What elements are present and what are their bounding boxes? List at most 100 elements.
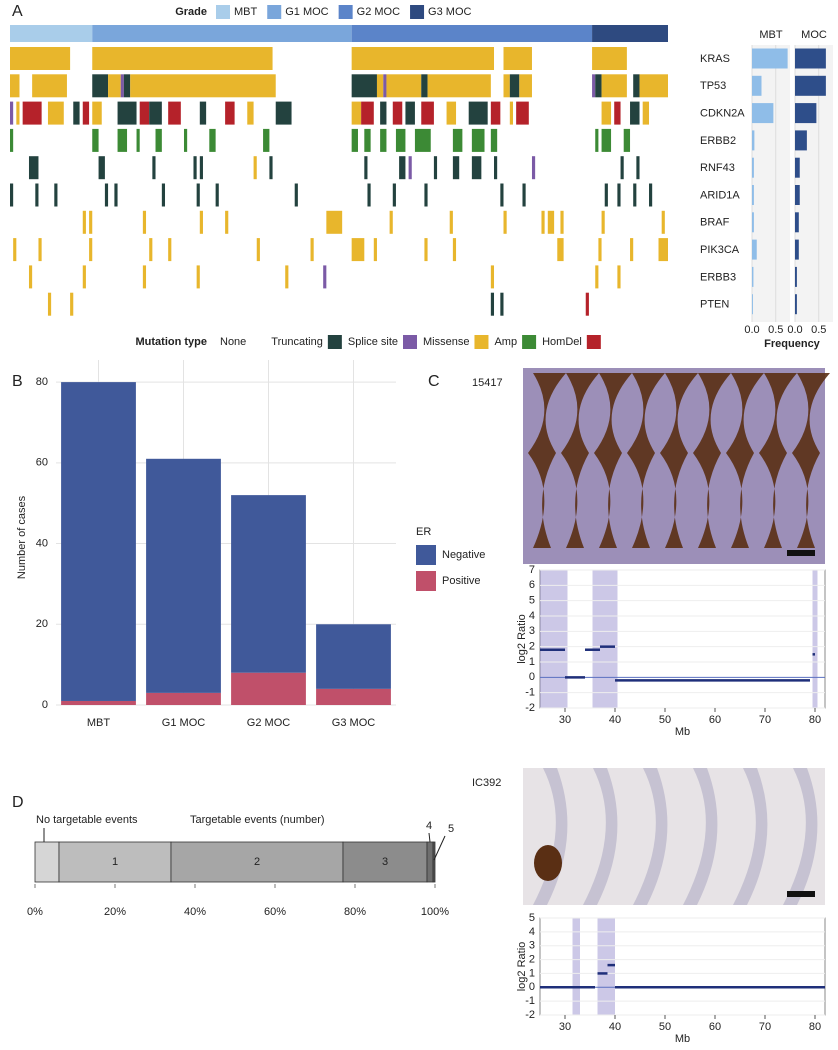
tissue	[683, 768, 718, 905]
bar	[146, 692, 221, 705]
y-tick-label: 2	[529, 953, 535, 965]
mutation-cell	[114, 183, 118, 207]
mutation-cell	[225, 210, 229, 234]
mutation-cell	[500, 183, 504, 207]
mutation-cell	[452, 156, 460, 180]
mutation-cell	[367, 183, 371, 207]
x-tick-label: 40	[609, 1021, 621, 1033]
highlight	[572, 918, 580, 1015]
gene-label: ERBB2	[700, 135, 736, 147]
scale-bar	[787, 891, 815, 897]
x-tick-label: 30	[559, 714, 571, 726]
bar	[61, 382, 136, 701]
mutation-cell	[424, 183, 428, 207]
mutation-cell	[547, 210, 555, 234]
mutation-cell	[92, 128, 99, 152]
freq-bar	[752, 103, 774, 124]
y-tick-label: 5	[529, 912, 535, 924]
y-tick-label: 1	[529, 656, 535, 668]
plot-frame	[539, 917, 826, 1016]
gene-label: CDKN2A	[700, 108, 745, 120]
mutation-cell	[386, 74, 422, 98]
x-tick-label: 40	[609, 714, 621, 726]
legend-swatch	[251, 335, 266, 349]
mutation-cell	[247, 101, 254, 125]
y-axis-title: log2 Ratio	[516, 942, 528, 992]
x-tick-label: 20%	[104, 906, 126, 918]
segment-label: 1	[112, 856, 118, 868]
mutation-cell	[617, 265, 621, 289]
legend-label: G3 MOC	[428, 6, 471, 18]
mutation-cell	[130, 74, 276, 98]
legend-label: Splice site	[348, 336, 398, 348]
mutation-cell	[149, 101, 162, 125]
mutation-cell	[161, 183, 166, 207]
mutation-cell	[196, 183, 200, 207]
y-axis-title: Number of cases	[16, 495, 28, 579]
mutation-cell	[155, 128, 162, 152]
mutation-cell	[117, 101, 137, 125]
tissue	[792, 373, 830, 548]
mutation-cell	[380, 101, 387, 125]
y-tick-label: 6	[529, 579, 535, 591]
y-tick-label: 0	[529, 981, 535, 993]
mutation-cell	[35, 183, 39, 207]
y-tick-label: -2	[525, 702, 535, 714]
mutation-cell	[13, 238, 17, 262]
mutation-cell	[421, 101, 434, 125]
freq-bar	[752, 266, 754, 287]
x-tick-label: 0.0	[787, 324, 802, 336]
x-tick-label: 30	[559, 1021, 571, 1033]
mutation-cell	[38, 238, 42, 262]
bar-segment	[426, 841, 434, 883]
mutation-cell	[310, 238, 314, 262]
bar-segment	[34, 841, 60, 883]
freq-bar	[752, 294, 753, 315]
legend-swatch	[267, 5, 282, 19]
mutation-cell	[531, 156, 536, 180]
mutation-cell	[490, 101, 501, 125]
mutation-cell	[630, 101, 640, 125]
mutation-cell	[361, 101, 374, 125]
mutation-cell	[658, 238, 668, 262]
segment-label: 2	[254, 856, 260, 868]
segment-label: 4	[426, 820, 432, 832]
grade-bar	[10, 25, 93, 42]
legend-swatch	[416, 571, 436, 591]
mutation-cell	[449, 210, 453, 234]
mutation-cell	[54, 183, 58, 207]
freq-bar	[752, 130, 755, 151]
freq-bar	[752, 239, 757, 260]
mutation-cell	[557, 238, 564, 262]
mutation-cell	[136, 128, 140, 152]
freq-bar	[795, 75, 826, 96]
x-tick-label: G3 MOC	[332, 717, 375, 729]
mutation-cell	[633, 74, 640, 98]
mutation-cell	[82, 265, 86, 289]
tissue	[733, 768, 768, 905]
y-tick-label: 20	[36, 618, 48, 630]
annotation: No targetable events	[36, 814, 138, 826]
legend-title: ER	[416, 526, 431, 538]
mutation-cell	[82, 210, 86, 234]
mutation-cell	[471, 156, 482, 180]
legend-swatch	[327, 335, 342, 349]
y-tick-label: 80	[36, 376, 48, 388]
panel-label: C	[428, 373, 440, 390]
mutation-cell	[269, 156, 273, 180]
mutation-cell	[503, 47, 532, 70]
grade-bar	[592, 25, 668, 42]
x-tick-label: 70	[759, 714, 771, 726]
mutation-cell	[490, 292, 495, 316]
y-tick-label: 7	[529, 564, 535, 576]
y-tick-label: 4	[529, 610, 535, 622]
tissue	[693, 373, 731, 548]
bar	[61, 700, 136, 705]
mutation-cell	[452, 238, 457, 262]
y-tick-label: 0	[529, 671, 535, 683]
gene-label: ERBB3	[700, 271, 736, 283]
x-tick-label: MBT	[87, 717, 111, 729]
mutation-cell	[323, 265, 327, 289]
mutation-cell	[98, 156, 105, 180]
